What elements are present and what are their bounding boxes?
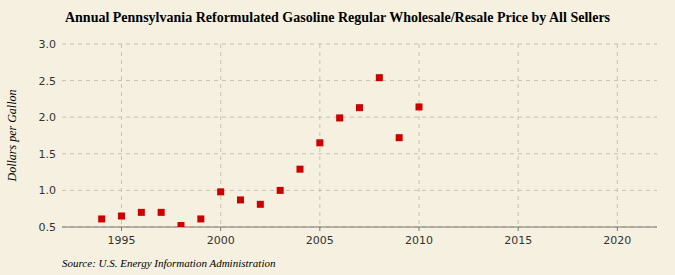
point [178, 222, 185, 227]
x-tick-label: 2010 [405, 234, 433, 247]
y-grid-line [62, 227, 657, 228]
x-tick [121, 227, 122, 231]
x-tick [319, 227, 320, 231]
grid [62, 44, 657, 227]
y-grid-line [62, 117, 657, 118]
x-grid-line [617, 44, 618, 227]
point [396, 134, 403, 141]
y-grid-line [62, 190, 657, 191]
x-tick-label: 2005 [306, 234, 334, 247]
y-grid-line [62, 153, 657, 154]
point [297, 166, 304, 173]
point [217, 188, 224, 195]
point [118, 213, 125, 220]
points [98, 74, 422, 227]
point [356, 104, 363, 111]
y-tick-label: 2.0 [39, 111, 57, 124]
point [277, 187, 284, 194]
x-grid-line [419, 44, 420, 227]
point [237, 196, 244, 203]
point [158, 209, 165, 216]
y-grid-line [62, 80, 657, 81]
point [416, 103, 423, 110]
x-tick-label: 1995 [108, 234, 136, 247]
x-grid-line [220, 44, 221, 227]
point [138, 209, 145, 216]
x-tick [518, 227, 519, 231]
y-grid-line [62, 44, 657, 45]
x-tick-label: 2020 [603, 234, 631, 247]
y-tick-label: 1.0 [39, 184, 57, 197]
x-tick [220, 227, 221, 231]
chart-container: 1995 2000 2005 2010 2015 2020 0.5 1.0 1.5 2.0 2.5 3… [0, 0, 675, 275]
y-axis-label: Dollars per Gallon [5, 89, 19, 182]
y-tick-label: 2.5 [39, 75, 57, 88]
x-axis-line [62, 227, 657, 228]
source-note: Source: U.S. Energy Information Administ… [62, 257, 276, 269]
y-tick-label: 0.5 [39, 221, 57, 234]
x-tick-label: 2015 [504, 234, 532, 247]
axes: 1995 2000 2005 2010 2015 2020 0.5 1.0 1.5 2.0 2.5 3… [39, 38, 632, 247]
x-grid-line [518, 44, 519, 227]
x-grid-line [319, 44, 320, 227]
x-tick [419, 227, 420, 231]
y-tick-label: 1.5 [39, 148, 57, 161]
point [98, 215, 105, 222]
x-tick [617, 227, 618, 231]
point [257, 201, 264, 208]
x-tick-label: 2000 [207, 234, 235, 247]
point [316, 139, 323, 146]
point [197, 215, 204, 222]
point [376, 74, 383, 81]
chart-title: Annual Pennsylvania Reformulated Gasolin… [65, 10, 611, 25]
chart-svg: 1995 2000 2005 2010 2015 2020 0.5 1.0 1.5 2.0 2.5 3… [0, 0, 675, 275]
x-grid-line [121, 44, 122, 227]
y-tick-label: 3.0 [39, 38, 57, 51]
point [336, 114, 343, 121]
